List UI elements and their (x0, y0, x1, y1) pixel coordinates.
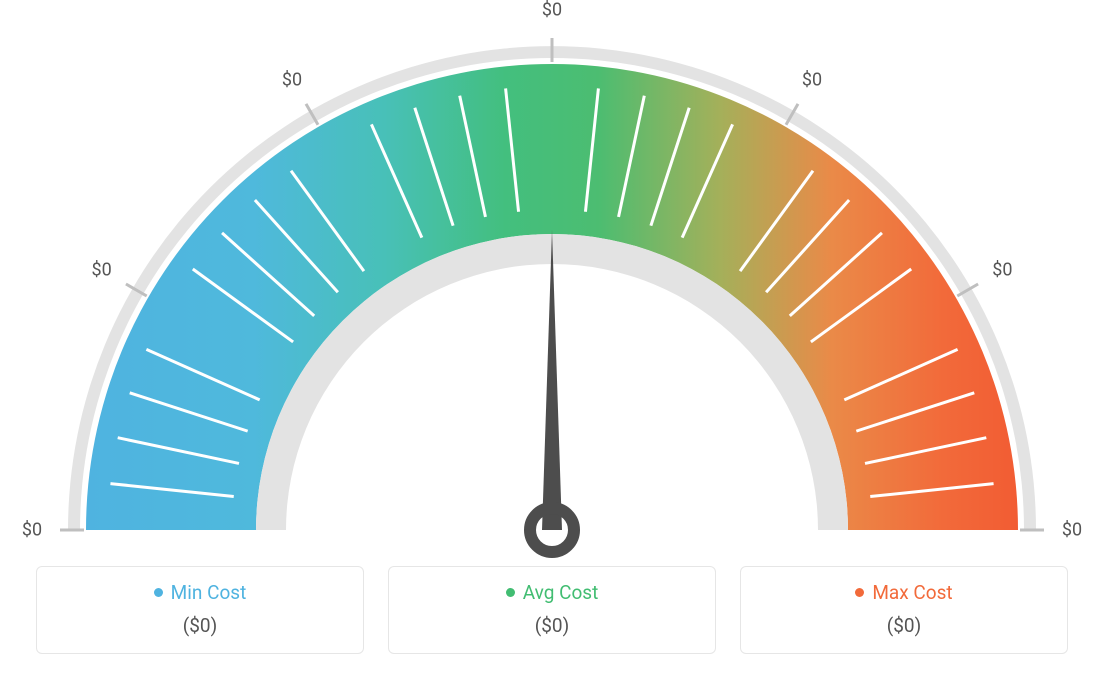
gauge-scale-label: $0 (802, 69, 822, 90)
gauge-scale-label: $0 (1062, 520, 1082, 541)
legend-row: Min Cost ($0) Avg Cost ($0) Max Cost ($0… (0, 566, 1104, 654)
gauge-scale-label: $0 (992, 260, 1012, 281)
legend-title-row: Min Cost (47, 581, 353, 604)
legend-card-avg: Avg Cost ($0) (388, 566, 716, 654)
legend-card-min: Min Cost ($0) (36, 566, 364, 654)
legend-card-max: Max Cost ($0) (740, 566, 1068, 654)
legend-title-row: Max Cost (751, 581, 1057, 604)
legend-value-max: ($0) (751, 614, 1057, 637)
gauge-chart (0, 0, 1104, 560)
gauge-scale-label: $0 (92, 260, 112, 281)
legend-title-max: Max Cost (872, 581, 952, 604)
legend-title-min: Min Cost (171, 581, 247, 604)
legend-dot-avg (506, 588, 515, 597)
gauge-container: $0 $0 $0 $0 $0 $0 $0 (0, 0, 1104, 560)
legend-dot-min (154, 588, 163, 597)
legend-dot-max (855, 588, 864, 597)
legend-value-avg: ($0) (399, 614, 705, 637)
legend-value-min: ($0) (47, 614, 353, 637)
gauge-scale-label: $0 (282, 69, 302, 90)
legend-title-row: Avg Cost (399, 581, 705, 604)
legend-title-avg: Avg Cost (523, 581, 599, 604)
gauge-scale-label: $0 (22, 520, 42, 541)
gauge-scale-label: $0 (542, 0, 562, 21)
